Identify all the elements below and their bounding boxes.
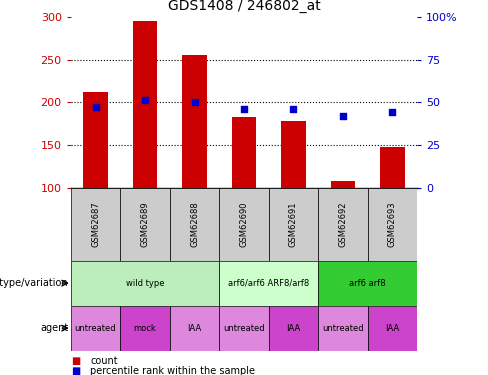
Bar [368,188,417,261]
Text: GSM62689: GSM62689 [141,201,149,247]
Text: untreated: untreated [223,324,265,333]
Text: GSM62691: GSM62691 [289,201,298,247]
Bar [219,261,318,306]
Bar [281,121,306,188]
Text: untreated: untreated [322,324,364,333]
Text: IAA: IAA [187,324,202,333]
Bar [182,55,207,188]
Bar [318,261,417,306]
Point [339,113,347,119]
Text: GSM62688: GSM62688 [190,201,199,247]
Point [289,106,297,112]
Text: GSM62687: GSM62687 [91,201,100,247]
Point [191,99,199,105]
Text: IAA: IAA [386,324,400,333]
Text: arf6 arf8: arf6 arf8 [349,279,386,288]
Text: GSM62690: GSM62690 [240,201,248,247]
Bar [269,306,318,351]
Bar [380,147,405,188]
Point [92,104,100,110]
Bar [219,306,269,351]
Bar [120,188,170,261]
Text: arf6/arf6 ARF8/arf8: arf6/arf6 ARF8/arf8 [228,279,309,288]
Text: wild type: wild type [126,279,164,288]
Bar [71,188,120,261]
Bar [331,181,355,188]
Text: GSM62693: GSM62693 [388,201,397,247]
Point [388,110,396,116]
Bar [133,21,157,188]
Bar [318,306,368,351]
Bar [83,92,108,188]
Point [240,106,248,112]
Bar [170,306,219,351]
Text: IAA: IAA [286,324,301,333]
Text: agent: agent [40,323,68,333]
Bar [71,306,120,351]
Title: GDS1408 / 246802_at: GDS1408 / 246802_at [167,0,321,13]
Text: untreated: untreated [75,324,116,333]
Bar [219,188,269,261]
Bar [232,117,256,188]
Bar [368,306,417,351]
Text: mock: mock [134,324,156,333]
Bar [318,188,368,261]
Point [141,98,149,104]
Bar [120,306,170,351]
Bar [71,261,219,306]
Text: genotype/variation: genotype/variation [0,278,68,288]
Text: ■: ■ [71,356,80,366]
Text: count: count [90,356,118,366]
Text: GSM62692: GSM62692 [339,201,347,247]
Bar [170,188,219,261]
Bar [269,188,318,261]
Text: ■: ■ [71,366,80,375]
Text: percentile rank within the sample: percentile rank within the sample [90,366,255,375]
